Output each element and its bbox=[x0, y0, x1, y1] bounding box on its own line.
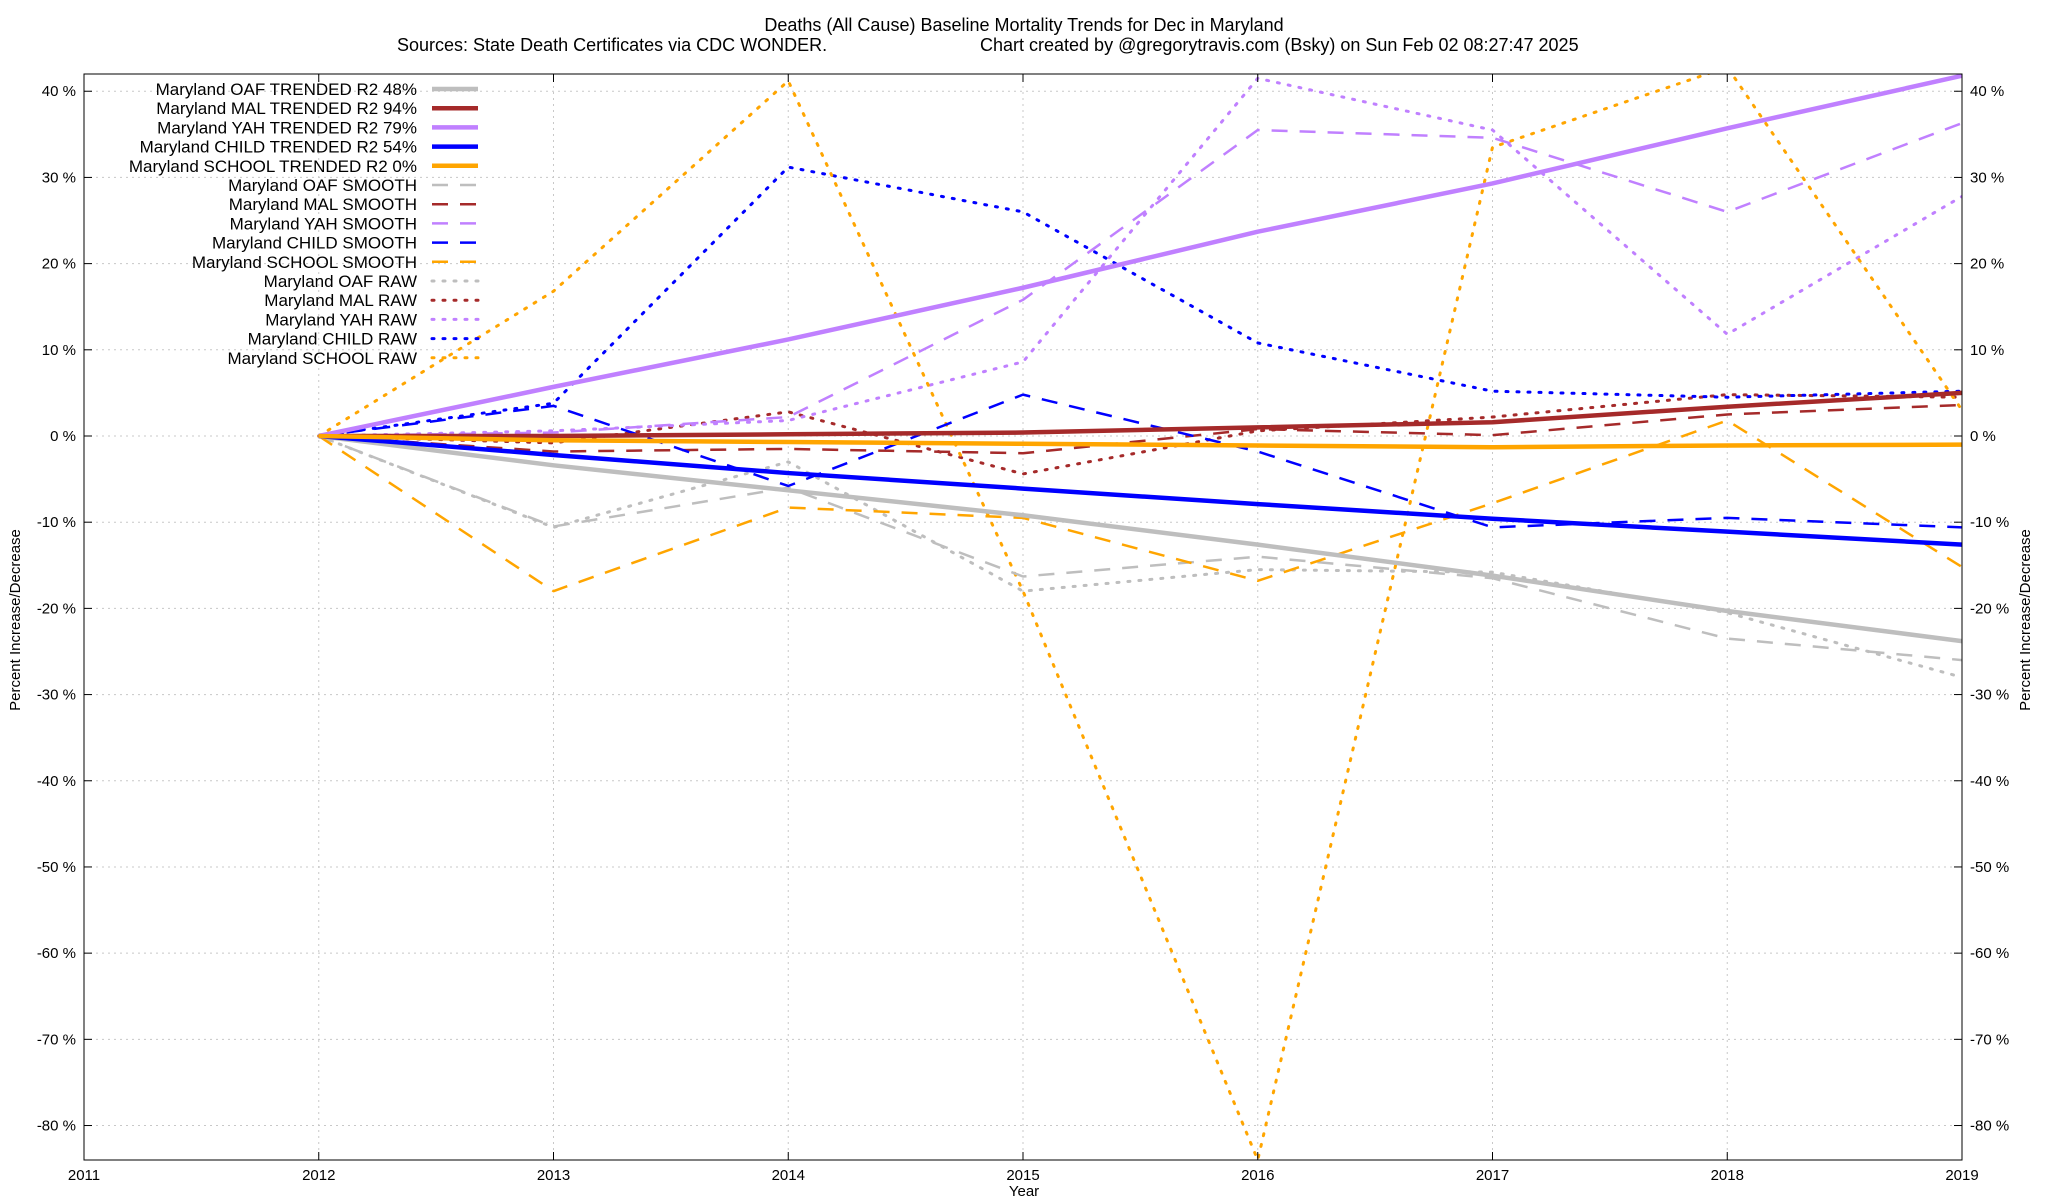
series-line-maryland-school-raw bbox=[317, 74, 1962, 1160]
ticks-layer: 2011 2012 2013 2014 2015 2016 2017 2018 2019 40 %… bbox=[37, 74, 2009, 1184]
x-tick-label: 2017 bbox=[1476, 1167, 1509, 1184]
legend-label: Maryland MAL RAW bbox=[264, 291, 417, 310]
legend-label: Maryland MAL TRENDED R2 94% bbox=[156, 99, 417, 118]
legend-label: Maryland YAH TRENDED R2 79% bbox=[157, 118, 417, 137]
series-line-maryland-yah-trended-r2-79 bbox=[318, 74, 1962, 439]
x-tick-label: 2014 bbox=[772, 1167, 805, 1184]
series-line-maryland-mal-trended-r2-94 bbox=[318, 390, 1962, 439]
series-line-maryland-oaf-raw bbox=[317, 434, 1962, 679]
y-tick-label-left: 20 % bbox=[42, 256, 76, 273]
x-tick-label: 2012 bbox=[302, 1167, 335, 1184]
y-tick-label-left: -50 % bbox=[37, 859, 76, 876]
y-tick-label-right: 0 % bbox=[1970, 428, 1996, 445]
series-line-maryland-oaf-smooth bbox=[318, 434, 1962, 662]
series-layer bbox=[317, 74, 1962, 1160]
x-tick-label: 2011 bbox=[68, 1167, 100, 1184]
y-tick-label-right: -10 % bbox=[1970, 514, 2009, 531]
y-tick-label-left: -60 % bbox=[37, 945, 76, 962]
x-tick-label: 2019 bbox=[1945, 1167, 1978, 1184]
legend-label: Maryland CHILD RAW bbox=[248, 330, 417, 349]
series-line-maryland-child-trended-r2-54 bbox=[318, 433, 1962, 547]
y-tick-label-right: 30 % bbox=[1970, 169, 2004, 186]
series-line-maryland-mal-smooth bbox=[318, 403, 1962, 455]
legend-label: Maryland CHILD TRENDED R2 54% bbox=[140, 138, 417, 157]
y-axis-label-left: Percent Increase/Decrease bbox=[7, 529, 24, 711]
y-tick-label-left: 30 % bbox=[42, 169, 76, 186]
x-tick-label: 2015 bbox=[1006, 1167, 1039, 1184]
y-tick-label-left: -40 % bbox=[37, 773, 76, 790]
y-tick-label-right: -70 % bbox=[1970, 1031, 2009, 1048]
y-tick-label-left: -10 % bbox=[37, 514, 76, 531]
legend-label: Maryland OAF SMOOTH bbox=[228, 176, 417, 195]
x-tick-label: 2018 bbox=[1711, 1167, 1744, 1184]
chart-subtitle-credit: Chart created by @gregorytravis.com (Bsk… bbox=[980, 35, 1579, 55]
legend-label: Maryland YAH RAW bbox=[265, 310, 417, 329]
y-tick-label-left: 40 % bbox=[42, 83, 76, 100]
y-tick-label-left: -20 % bbox=[37, 600, 76, 617]
legend-label: Maryland CHILD SMOOTH bbox=[212, 234, 417, 253]
y-tick-label-left: 0 % bbox=[50, 428, 76, 445]
y-tick-label-right: 20 % bbox=[1970, 256, 2004, 273]
legend-label: Maryland SCHOOL SMOOTH bbox=[192, 253, 417, 272]
legend-label: Maryland SCHOOL TRENDED R2 0% bbox=[129, 157, 417, 176]
y-tick-label-right: -20 % bbox=[1970, 600, 2009, 617]
legend-label: Maryland YAH SMOOTH bbox=[230, 214, 417, 233]
chart-subtitle-sources: Sources: State Death Certificates via CD… bbox=[397, 35, 827, 55]
x-tick-label: 2016 bbox=[1241, 1167, 1274, 1184]
legend-label: Maryland SCHOOL RAW bbox=[227, 349, 417, 368]
series-line-maryland-yah-smooth bbox=[318, 121, 1962, 438]
y-tick-label-left: -70 % bbox=[37, 1031, 76, 1048]
y-axis-label-right: Percent Increase/Decrease bbox=[2017, 529, 2034, 711]
legend: Maryland OAF TRENDED R2 48%Maryland MAL … bbox=[129, 80, 480, 368]
legend-label: Maryland OAF TRENDED R2 48% bbox=[156, 80, 417, 99]
series-line-maryland-school-trended-r2-0 bbox=[318, 433, 1962, 450]
y-tick-label-left: -30 % bbox=[37, 687, 76, 704]
chart-title: Deaths (All Cause) Baseline Mortality Tr… bbox=[764, 15, 1283, 35]
x-tick-label: 2013 bbox=[537, 1167, 570, 1184]
y-tick-label-right: -80 % bbox=[1970, 1118, 2009, 1135]
y-tick-label-right: -30 % bbox=[1970, 687, 2009, 704]
y-tick-label-right: -60 % bbox=[1970, 945, 2009, 962]
y-tick-label-right: -50 % bbox=[1970, 859, 2009, 876]
series-line-maryland-oaf-trended-r2-48 bbox=[318, 433, 1962, 644]
y-tick-label-left: 10 % bbox=[42, 342, 76, 359]
series-line-maryland-school-smooth bbox=[318, 419, 1962, 593]
y-tick-label-right: 10 % bbox=[1970, 342, 2004, 359]
y-tick-label-right: -40 % bbox=[1970, 773, 2009, 790]
y-tick-label-left: -80 % bbox=[37, 1118, 76, 1135]
x-axis-label: Year bbox=[1009, 1183, 1039, 1200]
series-line-maryland-child-smooth bbox=[318, 393, 1962, 529]
series-line-maryland-yah-raw bbox=[317, 76, 1962, 438]
grid-layer bbox=[84, 74, 1962, 1160]
legend-label: Maryland OAF RAW bbox=[264, 272, 417, 291]
legend-label: Maryland MAL SMOOTH bbox=[229, 195, 417, 214]
y-tick-label-right: 40 % bbox=[1970, 83, 2004, 100]
